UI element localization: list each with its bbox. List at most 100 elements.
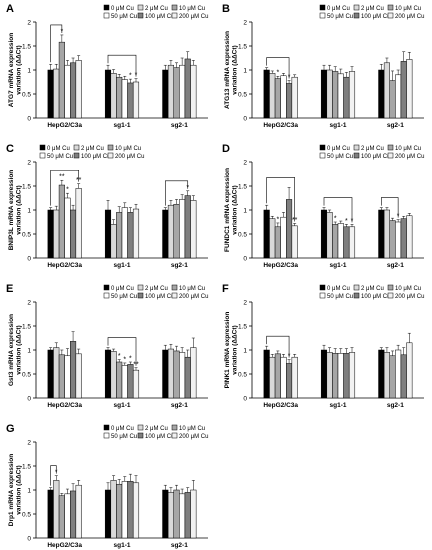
significance-star: *: [276, 216, 279, 223]
y-axis-label: PINK1 mRNA expressionvariation (ΔΔCt): [224, 312, 239, 389]
panel-label: B: [222, 3, 230, 15]
significance-star: *: [186, 184, 189, 191]
bar: [291, 225, 298, 259]
y-tick-label: 1.5: [22, 324, 31, 331]
legend-swatch: [39, 144, 46, 151]
bar: [127, 212, 134, 259]
bar: [173, 203, 180, 259]
y-tick-label: 2: [27, 300, 31, 307]
legend-label: 200 μM Cu: [395, 14, 424, 20]
bar: [400, 218, 407, 259]
bar: [320, 349, 328, 399]
bar: [337, 223, 344, 259]
legend: 0 μM Cu 2 μM Cu 10 μM Cu 50 μM Cu 100 μM Cu 2…: [319, 4, 424, 20]
bar: [167, 204, 174, 259]
legend-label: 200 μM Cu: [395, 294, 424, 300]
y-axis-label: FUNDC1 mRNA expressionvariation (ΔΔCt): [224, 168, 239, 252]
x-category-label: sg2-1: [387, 402, 404, 409]
legend-swatch: [171, 424, 178, 431]
bar: [70, 341, 77, 399]
y-axis-label-line: variation (ΔΔCt): [232, 45, 239, 94]
legend-label: 10 μM Cu: [179, 426, 205, 432]
legend-label: 100 μM Cu: [145, 14, 174, 20]
legend-swatch: [73, 152, 80, 159]
legend-swatch: [103, 4, 110, 11]
y-tick-label: 0: [27, 396, 31, 403]
bar: [332, 224, 339, 259]
bar: [127, 481, 134, 539]
bar: [116, 483, 123, 539]
significance-star: *: [123, 356, 126, 363]
bar: [70, 62, 77, 119]
y-axis-label-line: variation (ΔΔCt): [16, 465, 23, 514]
bar: [173, 350, 180, 399]
significance-bracket: [50, 465, 57, 486]
bar: [132, 81, 140, 119]
legend-swatch: [387, 284, 394, 291]
bar: [47, 489, 54, 539]
legend-swatch: [387, 144, 394, 151]
legend-label: 2 μM Cu: [81, 146, 104, 152]
legend-label: 2 μM Cu: [361, 286, 384, 292]
legend-label: 2 μM Cu: [361, 6, 384, 12]
bar: [184, 356, 191, 399]
bar: [280, 356, 287, 399]
legend-swatch: [137, 4, 144, 11]
legend-label: 200 μM Cu: [179, 14, 208, 20]
x-category-label: HepG2/C3a: [47, 542, 82, 549]
bar: [383, 62, 390, 119]
legend-swatch: [107, 152, 114, 159]
legend-swatch: [319, 152, 326, 159]
bar: [110, 73, 117, 119]
bar: [53, 347, 60, 399]
bar: [263, 69, 270, 119]
significance-star: *: [397, 213, 400, 220]
bar: [110, 224, 117, 259]
legend: 0 μM Cu 2 μM Cu 10 μM Cu 50 μM Cu 100 μM Cu 2…: [319, 284, 424, 300]
bar: [75, 60, 82, 119]
legend-label: 100 μM Cu: [81, 154, 110, 160]
y-axis-label-line: ATG13 mRNA expression: [224, 31, 231, 109]
y-tick-label: 1.5: [22, 464, 31, 471]
bar: [190, 489, 197, 539]
bar: [269, 356, 276, 399]
x-category-label: HepG2/C3a: [47, 262, 82, 269]
significance-bracket: [165, 180, 189, 206]
y-axis-label-line: Gst3 mRNA expression: [8, 314, 15, 386]
y-tick-label: 1: [27, 348, 31, 355]
bar: [378, 209, 385, 259]
x-category-label: sg2-1: [387, 262, 404, 269]
legend-label: 2 μM Cu: [145, 6, 168, 12]
legend: 0 μM Cu 2 μM Cu 10 μM Cu 50 μM Cu 100 μM Cu 2…: [103, 424, 208, 440]
y-axis-label-line: variation (ΔΔCt): [16, 45, 23, 94]
panel-c: C 0 0.5 1 1.5 2 BNIP3L mRNA expressionvariatio…: [6, 143, 208, 269]
bar: [389, 220, 396, 259]
legend-label: 50 μM Cu: [327, 294, 353, 300]
legend-label: 200 μM Cu: [115, 154, 144, 160]
significance-star: *: [118, 353, 121, 360]
bar: [274, 353, 281, 399]
significance-bracket: [266, 335, 290, 358]
legend-label: 0 μM Cu: [111, 426, 134, 432]
significance-star: **: [133, 361, 139, 368]
legend-label: 10 μM Cu: [115, 146, 141, 152]
legend-swatch: [171, 12, 178, 19]
bar: [179, 352, 186, 399]
legend-swatch: [103, 432, 110, 439]
panel-label: E: [6, 283, 13, 295]
panel-b: B 0 0.5 1 1.5 2 ATG13 mRNA expressionvariation…: [222, 3, 424, 129]
legend-label: 2 μM Cu: [361, 146, 384, 152]
bar: [116, 76, 123, 119]
bar: [70, 490, 77, 539]
bar: [132, 369, 140, 399]
panel-label: G: [6, 423, 15, 435]
legend-swatch: [387, 152, 394, 159]
legend-swatch: [137, 424, 144, 431]
y-tick-label: 2: [27, 20, 31, 27]
bar: [121, 365, 128, 399]
y-tick-label: 2: [243, 300, 247, 307]
significance-star: *: [129, 356, 132, 363]
legend-swatch: [319, 144, 326, 151]
bar: [121, 207, 128, 259]
bar: [383, 209, 390, 259]
